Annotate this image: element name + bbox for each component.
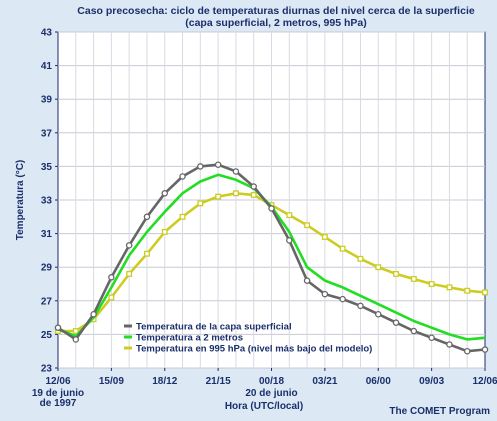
- legend-label: Temperatura en 995 hPa (nivel más bajo d…: [136, 344, 372, 355]
- data-point: [197, 200, 204, 207]
- series-layer: [54, 161, 489, 355]
- y-tick-label: 29: [41, 263, 53, 274]
- date-label: 19 de junio: [32, 388, 84, 399]
- axes: 23 25 27 29 31 33 35 37 39 41 43 12/06 15/09 18/12 21/…: [32, 28, 497, 410]
- x-tick-label: 00/18: [259, 376, 284, 387]
- data-point: [232, 190, 239, 197]
- date-label: 20 de junio: [245, 388, 297, 399]
- chart-subtitle: (capa superficial, 2 metros, 995 hPa): [185, 17, 367, 29]
- data-point: [161, 228, 168, 235]
- y-tick-label: 27: [41, 296, 53, 307]
- data-point: [374, 310, 382, 318]
- data-point: [286, 212, 293, 219]
- data-point: [214, 161, 222, 168]
- data-point: [446, 341, 453, 348]
- x-axis-label: Hora (UTC/local): [225, 401, 303, 412]
- data-point: [179, 213, 186, 220]
- y-tick-label: 35: [41, 162, 53, 173]
- data-point: [428, 334, 435, 342]
- data-point: [464, 287, 471, 294]
- x-tick-label: 18/12: [152, 376, 177, 387]
- data-point: [321, 290, 329, 298]
- data-point: [375, 264, 382, 271]
- data-point: [268, 205, 275, 212]
- y-tick-label: 37: [41, 128, 53, 139]
- data-point: [143, 213, 151, 221]
- data-point: [250, 183, 257, 190]
- data-point: [126, 270, 133, 277]
- data-point: [481, 346, 489, 353]
- legend-label: Temperatura de la capa superficial: [136, 322, 292, 333]
- y-tick-label: 39: [41, 95, 53, 106]
- data-point: [393, 270, 399, 277]
- data-point: [286, 237, 293, 244]
- data-point: [179, 173, 186, 180]
- data-point: [339, 245, 346, 252]
- y-tick-label: 23: [41, 364, 53, 375]
- data-point: [215, 193, 222, 200]
- data-point: [303, 277, 311, 284]
- y-axis-label: Temperatura (°C): [15, 160, 26, 241]
- data-point: [410, 276, 417, 282]
- data-point: [463, 347, 471, 355]
- legend-label: Temperatura a 2 metros: [136, 333, 243, 344]
- x-tick-label: 12/06: [472, 376, 497, 387]
- credit-text: The COMET Program: [389, 406, 490, 417]
- x-tick-label: 06/00: [366, 376, 391, 387]
- x-tick-label: 03/21: [312, 376, 337, 387]
- data-point: [321, 234, 328, 240]
- data-point: [90, 310, 97, 318]
- data-point: [108, 294, 115, 301]
- data-point: [125, 242, 133, 249]
- x-tick-label: 21/15: [206, 376, 231, 387]
- x-tick-label: 12/06: [45, 376, 70, 387]
- data-point: [428, 281, 435, 287]
- data-point: [72, 336, 80, 343]
- grid: [58, 31, 485, 369]
- date-label: de 1997: [40, 398, 77, 409]
- data-point: [357, 302, 364, 310]
- data-point: [197, 163, 204, 170]
- data-point: [410, 327, 418, 335]
- data-point: [54, 324, 62, 331]
- data-point: [161, 190, 168, 197]
- y-tick-label: 41: [41, 61, 53, 72]
- chart-title: Caso precosecha: ciclo de temperaturas d…: [77, 5, 475, 17]
- x-tick-label: 09/03: [419, 376, 444, 387]
- data-point: [446, 284, 453, 291]
- legend: Temperatura de la capa superficialTemper…: [124, 322, 372, 355]
- data-point: [144, 250, 150, 257]
- y-tick-label: 43: [41, 28, 53, 39]
- data-point: [108, 274, 115, 281]
- data-point: [482, 289, 488, 296]
- data-point: [304, 222, 311, 229]
- data-point: [72, 328, 79, 334]
- data-point: [392, 319, 400, 326]
- y-tick-label: 25: [41, 330, 53, 341]
- x-tick-label: 15/09: [99, 376, 124, 387]
- data-point: [232, 168, 240, 175]
- y-tick-label: 31: [41, 229, 53, 240]
- y-tick-label: 33: [41, 196, 53, 207]
- data-point: [250, 192, 257, 198]
- data-point: [357, 255, 364, 262]
- data-point: [339, 295, 346, 303]
